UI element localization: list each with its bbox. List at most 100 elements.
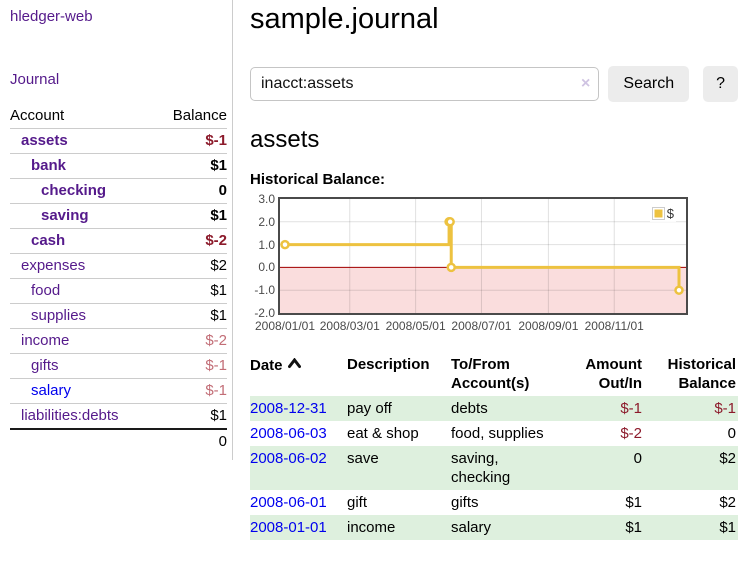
accounts-total-balance: 0 <box>218 433 227 450</box>
transaction-accounts: saving, checking <box>451 446 560 490</box>
accounts-table-header: Account Balance <box>10 104 227 128</box>
account-balance: $1 <box>210 207 227 224</box>
balance-chart: $ 3.0 2.0 1.0 0.0 -1.0 -2.0 2008/01/01 2008/03… <box>250 192 720 337</box>
transaction-date-link[interactable]: 2008-06-02 <box>250 450 327 467</box>
main-content: sample.journal × Search ? assets Histori… <box>250 0 738 540</box>
transaction-date-link[interactable]: 2008-12-31 <box>250 400 327 417</box>
column-header-description[interactable]: Description <box>347 356 430 373</box>
register-row: 2008-06-01 gift gifts $1 $2 <box>250 490 738 515</box>
account-balance: $1 <box>210 307 227 324</box>
account-balance: $1 <box>210 282 227 299</box>
column-header-amount[interactable]: Amount Out/In <box>585 356 642 392</box>
account-link-expenses[interactable]: expenses <box>21 257 86 274</box>
x-tick-label: 2008/11/01 <box>584 319 644 333</box>
legend-swatch-icon <box>651 207 665 220</box>
transaction-date-link[interactable]: 2008-06-01 <box>250 494 327 511</box>
account-link-bank[interactable]: bank <box>31 157 67 174</box>
search-input[interactable] <box>250 67 600 101</box>
account-row: salary $-1 <box>10 378 227 403</box>
account-link-cash[interactable]: cash <box>31 232 66 249</box>
transaction-balance: $-1 <box>644 396 738 421</box>
transaction-accounts: gifts <box>451 494 479 511</box>
legend-label: $ <box>666 206 674 221</box>
transaction-balance: 0 <box>727 425 736 442</box>
x-tick-label: 2008/07/01 <box>451 319 512 333</box>
transaction-description: pay off <box>347 396 451 421</box>
transaction-description: income <box>347 515 451 540</box>
sort-ascending-icon <box>287 355 301 374</box>
app-brand-link[interactable]: hledger-web <box>10 8 93 25</box>
sidebar-item-journal[interactable]: Journal <box>10 71 60 88</box>
transaction-balance: $1 <box>644 515 738 540</box>
account-balance: $2 <box>210 257 227 274</box>
chart-canvas <box>280 199 686 313</box>
account-row: supplies $1 <box>10 303 227 328</box>
register-row: 2008-12-31 pay off debts $-1 $-1 <box>250 396 738 421</box>
y-tick-label: 1.0 <box>258 237 275 252</box>
account-link-liabilities-debts[interactable]: liabilities:debts <box>21 407 119 424</box>
help-button[interactable]: ? <box>703 66 738 102</box>
account-row: food $1 <box>10 278 227 303</box>
account-row: cash $-2 <box>10 228 227 253</box>
transaction-amount: $1 <box>625 494 642 511</box>
account-row: checking 0 <box>10 178 227 203</box>
account-balance: $-1 <box>205 382 227 399</box>
chart-plot-area: $ <box>278 197 688 315</box>
account-row: saving $1 <box>10 203 227 228</box>
y-tick-label: 2.0 <box>258 214 275 229</box>
x-tick-label: 2008/03/01 <box>319 319 380 333</box>
transaction-accounts: food, supplies <box>451 425 544 442</box>
search-form: × Search ? <box>250 66 738 102</box>
account-row: assets $-1 <box>10 128 227 153</box>
transaction-date-link[interactable]: 2008-06-03 <box>250 425 327 442</box>
account-row: expenses $2 <box>10 253 227 278</box>
account-row: gifts $-1 <box>10 353 227 378</box>
transaction-balance: $2 <box>644 446 738 490</box>
y-tick-label: 3.0 <box>258 192 275 206</box>
account-link-assets[interactable]: assets <box>21 132 68 149</box>
account-link-supplies[interactable]: supplies <box>31 307 87 324</box>
account-link-food[interactable]: food <box>31 282 61 299</box>
accounts-header-balance: Balance <box>172 107 227 124</box>
account-link-checking[interactable]: checking <box>41 182 107 199</box>
account-link-saving[interactable]: saving <box>41 207 89 224</box>
transaction-amount: $-2 <box>620 425 642 442</box>
accounts-total-row: 0 <box>10 428 227 454</box>
accounts-header-account: Account <box>10 107 65 124</box>
transaction-description: save <box>347 446 451 490</box>
x-tick-label: 2008/01/01 <box>254 319 316 333</box>
column-header-accounts[interactable]: To/From Account(s) <box>451 356 530 392</box>
transaction-description: eat & shop <box>347 425 419 442</box>
account-balance: $-2 <box>205 332 227 349</box>
transaction-date-link[interactable]: 2008-01-01 <box>250 519 327 536</box>
clear-search-icon[interactable]: × <box>581 75 591 92</box>
search-button[interactable]: Search <box>608 66 690 102</box>
y-tick-label: -1.0 <box>254 283 275 298</box>
account-row: income $-2 <box>10 328 227 353</box>
account-row: liabilities:debts $1 <box>10 403 227 428</box>
account-page-title: assets <box>250 126 320 153</box>
x-tick-label: 2008/05/01 <box>385 319 446 333</box>
x-tick-label: 2008/09/01 <box>518 319 579 333</box>
transaction-balance: $2 <box>719 494 736 511</box>
account-balance: $-1 <box>205 132 227 149</box>
account-link-income[interactable]: income <box>21 332 70 349</box>
account-balance: $-1 <box>205 357 227 374</box>
accounts-table: Account Balance assets $-1 bank $1 check… <box>10 104 227 454</box>
register-table: Date Description To/From Account(s) Amou… <box>250 353 738 540</box>
transaction-description: gift <box>347 494 368 511</box>
account-link-gifts[interactable]: gifts <box>31 357 59 374</box>
chart-legend: $ <box>649 205 676 222</box>
register-row: 2008-01-01 income salary $1 $1 <box>250 515 738 540</box>
y-tick-label: -2.0 <box>254 306 275 320</box>
column-header-date[interactable]: Date <box>250 353 347 396</box>
transaction-amount: $1 <box>560 515 644 540</box>
y-tick-label: 0.0 <box>258 260 275 275</box>
register-row: 2008-06-02 save saving, checking 0 $2 <box>250 446 738 490</box>
column-header-balance[interactable]: Historical Balance <box>667 356 736 392</box>
account-balance: $-2 <box>205 232 227 249</box>
account-link-salary[interactable]: salary <box>31 382 72 399</box>
transaction-accounts: debts <box>451 396 560 421</box>
transaction-amount: 0 <box>560 446 644 490</box>
account-balance: 0 <box>218 182 227 199</box>
